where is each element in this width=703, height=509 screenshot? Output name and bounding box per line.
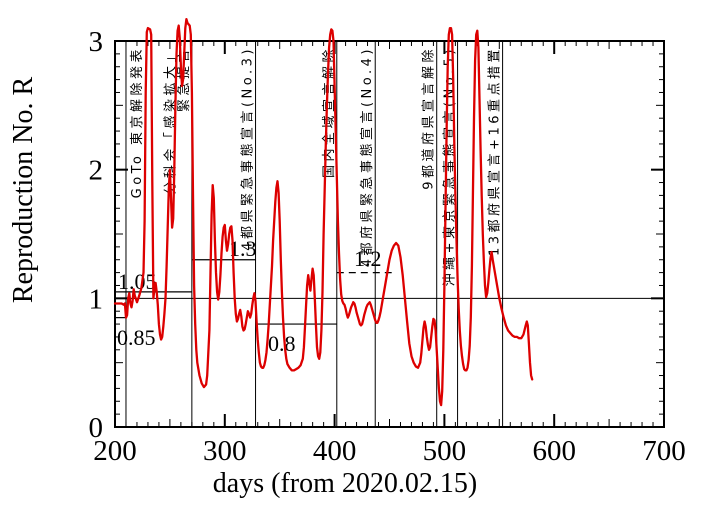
event-label-5: 9都道府県宣言解除: [421, 46, 437, 190]
x-axis-title: days (from 2020.02.15): [213, 468, 477, 499]
annotation-label-1.2: 1.2: [354, 246, 382, 271]
y-tick-label-2: 2: [89, 155, 104, 187]
event-label-0: GoTo 東京解除発表: [129, 46, 145, 198]
r-curve: [113, 17, 534, 407]
x-tick-label-400: 400: [313, 435, 357, 467]
annotation-label-1.05: 1.05: [118, 269, 157, 294]
y-tick-label-0: 0: [89, 412, 104, 444]
event-label-2: 4都県緊急事態宣言(No.3): [240, 46, 256, 251]
x-tick-label-300: 300: [203, 435, 247, 467]
x-tick-label-700: 700: [642, 435, 686, 467]
annotation-label-0.85: 0.85: [117, 325, 156, 350]
x-tick-label-600: 600: [532, 435, 576, 467]
y-axis-title: Reproduction No. R: [8, 77, 39, 304]
annotation-label-0.8: 0.8: [268, 331, 296, 356]
plot-frame: [114, 40, 665, 428]
event-label-4: 4都府県緊急事態宣言(No.4): [359, 46, 375, 267]
x-tick-label-500: 500: [423, 435, 467, 467]
event-label-7: 13都府県宣言+16重点措置: [487, 46, 503, 256]
y-tick-label-1: 1: [89, 283, 104, 315]
x-tick-label-200: 200: [93, 435, 137, 467]
y-tick-label-3: 3: [89, 26, 104, 58]
